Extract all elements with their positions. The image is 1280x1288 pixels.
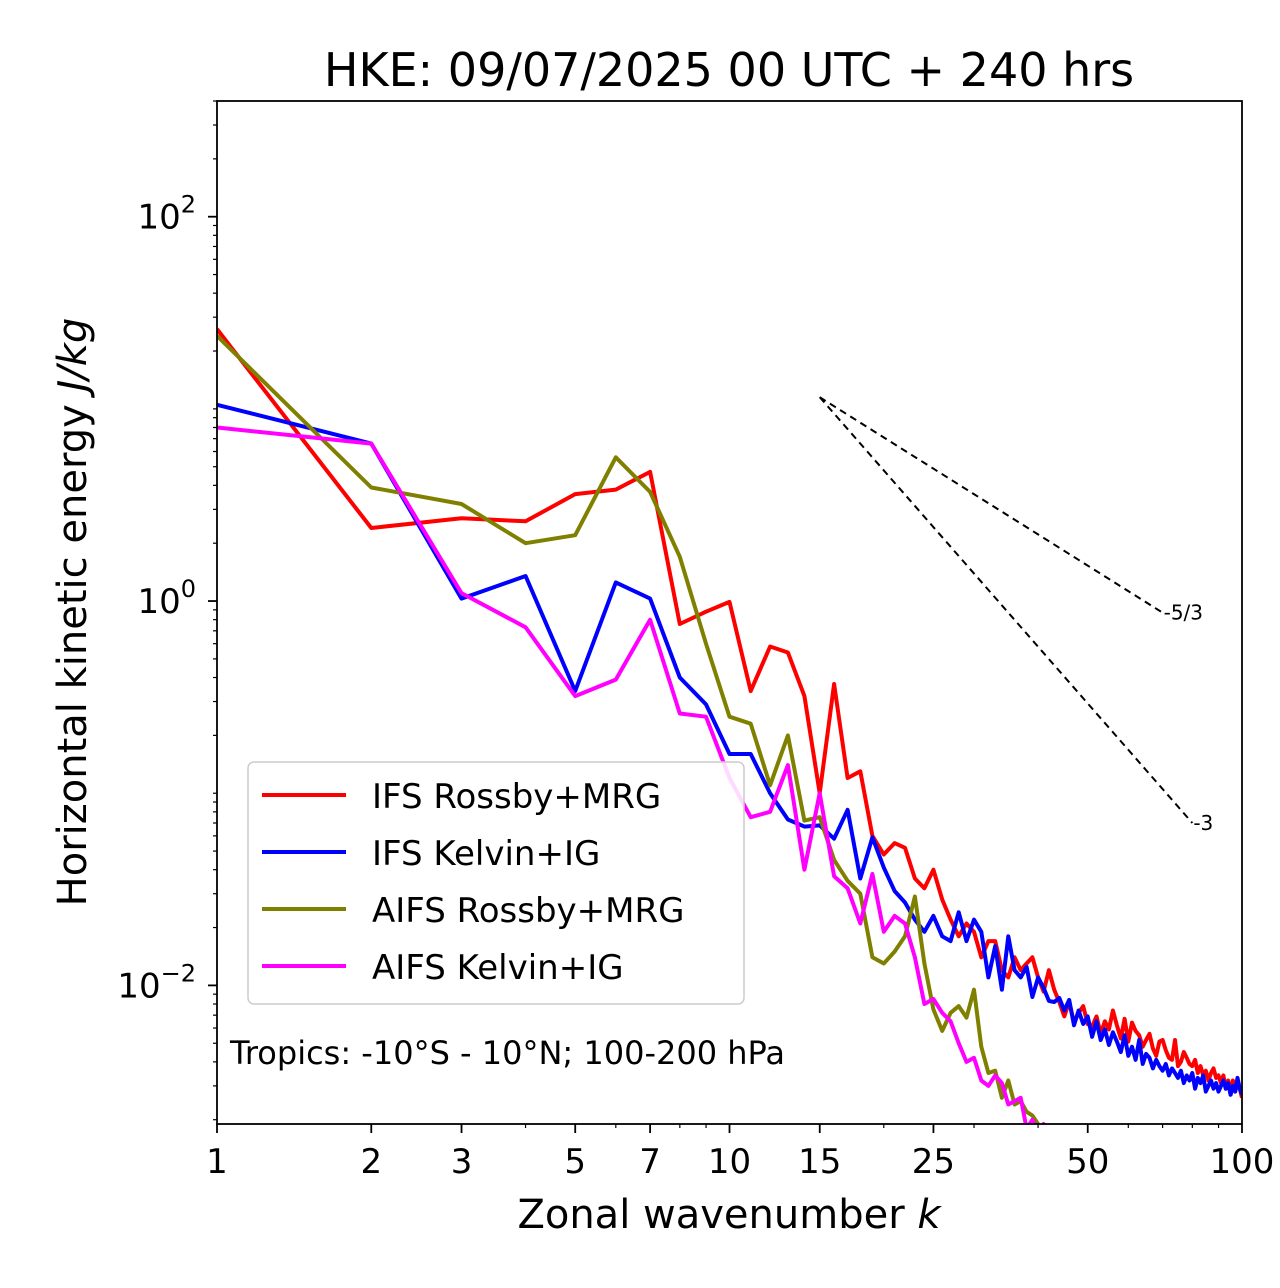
series-line-aifs-kelvin-ig <box>217 425 1046 1124</box>
chart-title: HKE: 09/07/2025 00 UTC + 240 hrs <box>324 43 1134 97</box>
region-annotation: Tropics: -10°S - 10°N; 100-200 hPa <box>229 1034 785 1072</box>
plot-frame <box>216 100 1243 1125</box>
legend: IFS Rossby+MRG IFS Kelvin+IG AIFS Rossby… <box>247 761 745 1005</box>
x-tick-label: 15 <box>798 1142 841 1182</box>
reference-line-minus-three <box>818 396 1194 824</box>
y-tick-label: 10−2 <box>117 959 196 1006</box>
y-tick-label: 102 <box>137 191 196 238</box>
y-axis-label: Horizontal kinetic energy J/kg <box>50 318 96 907</box>
x-tick-label: 3 <box>451 1142 473 1182</box>
reference-label-minus-five-thirds: -5/3 <box>1164 601 1203 625</box>
reference-line-minus-five-thirds <box>819 396 1164 614</box>
x-tick-label: 5 <box>564 1142 586 1182</box>
x-tick-label: 10 <box>708 1142 751 1182</box>
x-tick-label: 100 <box>1210 1142 1275 1182</box>
x-tick-label: 50 <box>1066 1142 1109 1182</box>
series-layer <box>217 327 1242 1124</box>
legend-label-aifs-kelvin: AIFS Kelvin+IG <box>372 948 624 988</box>
legend-label-ifs-kelvin: IFS Kelvin+IG <box>372 834 600 874</box>
reference-lines: -5/3 -3 <box>818 396 1213 835</box>
x-tick-label: 25 <box>912 1142 955 1182</box>
x-tick-label: 7 <box>639 1142 661 1182</box>
series-line-ifs-kelvin-ig <box>217 402 1242 1097</box>
legend-label-aifs-rossby: AIFS Rossby+MRG <box>372 891 684 931</box>
x-tick-label: 1 <box>206 1142 228 1182</box>
x-tick-label: 2 <box>360 1142 382 1182</box>
axis-ticks: 102 100 10−2 1 2 3 5 7 10 15 25 50 100 <box>117 100 1275 1182</box>
legend-box <box>247 761 745 1005</box>
y-tick-label: 100 <box>137 575 196 622</box>
series-line-aifs-rossby-mrg <box>217 334 1041 1124</box>
legend-label-ifs-rossby: IFS Rossby+MRG <box>372 777 661 817</box>
reference-label-minus-three: -3 <box>1193 811 1213 835</box>
x-axis-label: Zonal wavenumber k <box>517 1192 942 1238</box>
